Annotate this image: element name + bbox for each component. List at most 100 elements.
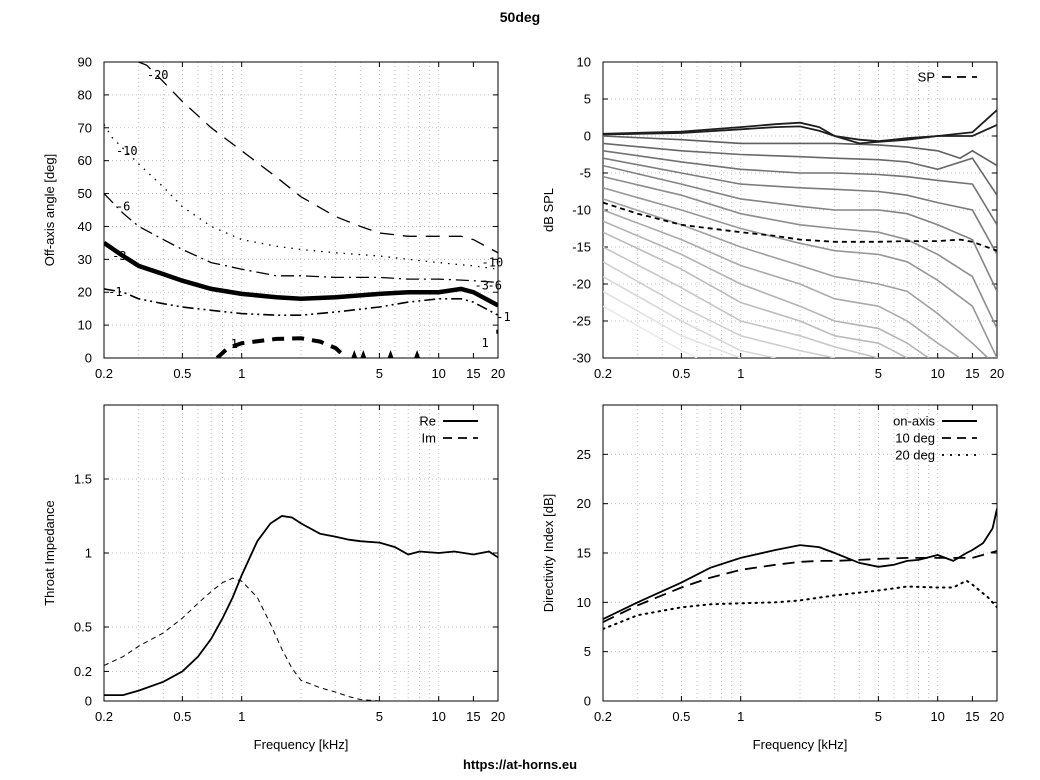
spl-curve: [603, 220, 930, 358]
y-tick-label: 1.5: [74, 472, 92, 487]
x-tick-label: 5: [376, 709, 383, 724]
y-tick-label: 50: [78, 186, 92, 201]
spl-curve: [603, 198, 989, 358]
contour-label: -6: [116, 200, 130, 214]
contour-label: -20: [147, 68, 169, 82]
y-tick-label: -20: [572, 277, 591, 292]
spl-curve: [603, 150, 997, 226]
legend: Re Im: [419, 414, 478, 446]
series-layer: [104, 515, 498, 701]
footer-url[interactable]: https://at-horns.eu: [463, 757, 577, 772]
x-tick-label: 0.2: [594, 366, 612, 381]
spl-curve: [603, 290, 741, 358]
contour-label: 1: [482, 336, 489, 350]
plot-frame: [103, 61, 499, 359]
y-tick-label: 5: [584, 92, 591, 107]
spl-curve: [603, 142, 997, 196]
x-tick-label: 0.5: [672, 709, 690, 724]
contour-fragment: [387, 350, 394, 358]
y-tick-label: -30: [572, 351, 591, 366]
x-tick-label: 10: [930, 709, 944, 724]
legend-label: Im: [422, 431, 436, 446]
x-tick-label: 15: [965, 366, 979, 381]
directivity-curve: [603, 550, 997, 623]
y-tick-label: 0.2: [74, 664, 92, 679]
contour-line: [138, 62, 498, 254]
x-tick-label: 0.2: [95, 366, 113, 381]
y-tick-label: 0: [584, 694, 591, 709]
x-tick-label: 0.5: [173, 709, 191, 724]
y-tick-label: 25: [577, 447, 591, 462]
y-tick-label: 20: [78, 285, 92, 300]
y-tick-label: 60: [78, 153, 92, 168]
spl-curve: [603, 275, 776, 358]
contour-line: [215, 336, 348, 358]
y-tick-label: 5: [584, 644, 591, 659]
polar-contour-chart: 0.2 0.5 1 5 10 15 200102030405060708090Off-axi…: [42, 55, 511, 382]
x-tick-label: 20: [990, 366, 1004, 381]
y-tick-label: 10: [577, 595, 591, 610]
impedance-real-curve: [104, 515, 498, 696]
legend-label: 20 deg: [895, 448, 935, 463]
y-tick-label: 15: [577, 546, 591, 561]
y-tick-label: -10: [572, 203, 591, 218]
x-axis-label: Frequency [kHz]: [254, 737, 349, 752]
x-tick-label: 0.2: [95, 709, 113, 724]
x-tick-label: 10: [930, 366, 944, 381]
directivity-curve: [603, 508, 997, 620]
legend-label: SP: [918, 70, 935, 85]
spl-curve: [603, 305, 698, 358]
x-tick-label: 10: [431, 709, 445, 724]
contour-fragment: [360, 350, 367, 358]
y-tick-label: 80: [78, 87, 92, 102]
y-tick-label: 90: [78, 55, 92, 70]
legend-label: Re: [419, 414, 436, 429]
contour-label: 1: [231, 337, 238, 351]
y-axis-label: dB SPL: [541, 188, 556, 232]
y-tick-label: 70: [78, 120, 92, 135]
grid-lines: [104, 62, 498, 358]
x-tick-label: 1: [238, 709, 245, 724]
y-tick-label: 10: [577, 55, 591, 70]
x-tick-label: 20: [990, 709, 1004, 724]
legend: on-axis 10 deg 20 deg: [893, 414, 977, 463]
y-axis-label: Off-axis angle [deg]: [42, 154, 57, 267]
impedance-imag-curve: [104, 577, 395, 701]
legend-label: 10 deg: [895, 431, 935, 446]
contour-fragment: [351, 350, 358, 358]
x-tick-label: 5: [376, 366, 383, 381]
spl-curve: [603, 109, 997, 145]
spl-curve: [603, 261, 835, 358]
y-tick-label: -15: [572, 240, 591, 255]
spl-curve: [603, 231, 908, 358]
x-tick-label: 0.2: [594, 709, 612, 724]
spl-curve: [603, 164, 997, 292]
x-tick-label: 15: [466, 709, 480, 724]
x-tick-label: 0.5: [672, 366, 690, 381]
y-tick-label: 0: [85, 351, 92, 366]
spl-curve: [603, 157, 997, 255]
figure-title: 50deg: [500, 9, 540, 25]
contour-line: [104, 193, 498, 284]
spl-curve: [603, 187, 997, 358]
x-tick-label: 5: [875, 709, 882, 724]
x-tick-label: 5: [875, 366, 882, 381]
x-tick-label: 15: [466, 366, 480, 381]
y-tick-label: 1: [85, 546, 92, 561]
contour-fragment: [414, 350, 421, 358]
x-axis-label: Frequency [kHz]: [753, 737, 848, 752]
x-tick-label: 15: [965, 709, 979, 724]
series-layer: [104, 62, 498, 358]
y-tick-label: -25: [572, 314, 591, 329]
contour-label: -3: [475, 279, 489, 293]
contour-label: -3: [112, 249, 126, 263]
grid-lines: [603, 405, 997, 701]
x-tick-label: 0.5: [173, 366, 191, 381]
y-tick-label: 10: [78, 318, 92, 333]
contour-line: [104, 288, 498, 316]
y-tick-label: -5: [579, 166, 591, 181]
